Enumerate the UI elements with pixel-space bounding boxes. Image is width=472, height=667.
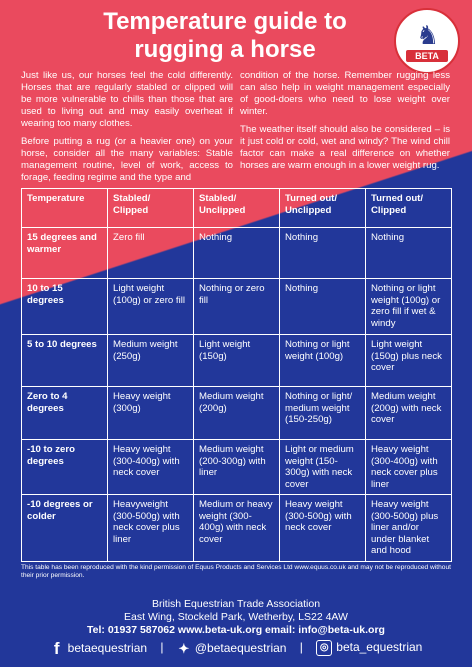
- intro-paragraph: The weather itself should also be consid…: [240, 124, 450, 171]
- temperature-cell: -10 to zero degrees: [21, 439, 108, 495]
- table-cell: Light or medium weight (150-300g) with n…: [279, 439, 366, 495]
- facebook-link[interactable]: f betaequestrian: [50, 638, 148, 658]
- table-cell: Light weight (150g): [193, 334, 280, 387]
- table-cell: Heavy weight (300-500g) plus liner and/o…: [365, 494, 452, 562]
- temperature-cell: 15 degrees and warmer: [21, 227, 108, 279]
- table-cell: Medium weight (200g): [193, 386, 280, 440]
- table-cell: Medium weight (250g): [107, 334, 194, 387]
- table-row: -10 to zero degrees Heavy weight (300-40…: [21, 439, 452, 495]
- table-header-row: Temperature Stabled/ Clipped Stabled/ Un…: [21, 188, 452, 228]
- table-row: 15 degrees and warmer Zero fill Nothing …: [21, 227, 452, 279]
- table-cell: Heavy weight (300-400g) with neck cover: [107, 439, 194, 495]
- temperature-cell: 5 to 10 degrees: [21, 334, 108, 387]
- table-row: Zero to 4 degrees Heavy weight (300g) Me…: [21, 386, 452, 440]
- table-cell: Heavyweight (300-500g) with neck cover p…: [107, 494, 194, 562]
- table-cell: Zero fill: [107, 227, 194, 279]
- table-cell: Nothing: [193, 227, 280, 279]
- table-cell: Light weight (150g) plus neck cover: [365, 334, 452, 387]
- table-cell: Nothing or light weight (100g): [279, 334, 366, 387]
- table-cell: Medium weight (200g) with neck cover: [365, 386, 452, 440]
- table-cell: Nothing or zero fill: [193, 278, 280, 335]
- intro-paragraph: Before putting a rug (or a heavier one) …: [21, 136, 233, 183]
- table-cell: Heavy weight (300-500g) with neck cover: [279, 494, 366, 562]
- instagram-handle: beta_equestrian: [336, 640, 423, 655]
- rugging-guide-table: Temperature Stabled/ Clipped Stabled/ Un…: [21, 188, 452, 562]
- social-separator: |: [160, 640, 164, 654]
- temperature-cell: 10 to 15 degrees: [21, 278, 108, 335]
- temperature-cell: -10 degrees or colder: [21, 494, 108, 562]
- organisation-name: British Equestrian Trade Association: [151, 598, 321, 610]
- table-cell: Nothing or light weight (100g) or zero f…: [365, 278, 452, 335]
- permission-footnote: This table has been reproduced with the …: [21, 564, 451, 579]
- organisation-block: British Equestrian Trade Association Eas…: [0, 598, 472, 637]
- twitter-icon: ✦: [178, 640, 190, 656]
- twitter-link[interactable]: ✦ @betaequestrian: [177, 640, 287, 656]
- organisation-address: East Wing, Stockeld Park, Wetherby, LS22…: [124, 611, 348, 623]
- facebook-icon: f: [53, 638, 60, 658]
- horse-head-icon: ♞: [416, 20, 440, 50]
- social-links: f betaequestrian | ✦ @betaequestrian | ◎ be…: [0, 638, 472, 658]
- table-cell: Light weight (100g) or zero fill: [107, 278, 194, 335]
- social-separator: |: [299, 640, 303, 654]
- table-row: 10 to 15 degrees Light weight (100g) or …: [21, 278, 452, 335]
- intro-right-column: condition of the horse. Remember rugging…: [240, 70, 450, 178]
- table-cell: Medium or heavy weight (300-400g) with n…: [193, 494, 280, 562]
- instagram-link[interactable]: ◎ beta_equestrian: [316, 639, 423, 657]
- table-row: 5 to 10 degrees Medium weight (250g) Lig…: [21, 334, 452, 387]
- intro-paragraph: Just like us, our horses feel the cold d…: [21, 70, 233, 129]
- intro-paragraph: condition of the horse. Remember rugging…: [240, 70, 450, 117]
- intro-left-column: Just like us, our horses feel the cold d…: [21, 70, 233, 190]
- facebook-handle: betaequestrian: [67, 640, 148, 655]
- header-turned-out-clipped: Turned out/ Clipped: [365, 188, 452, 228]
- table-cell: Heavy weight (300g): [107, 386, 194, 440]
- table-cell: Medium weight (200-300g) with liner: [193, 439, 280, 495]
- temperature-cell: Zero to 4 degrees: [21, 386, 108, 440]
- page-title: Temperature guide to rugging a horse: [103, 8, 347, 63]
- header-stabled-unclipped: Stabled/ Unclipped: [193, 188, 280, 228]
- beta-logo: ♞ BETA: [394, 8, 460, 74]
- instagram-icon: ◎: [316, 640, 333, 657]
- header-turned-out-unclipped: Turned out/ Unclipped: [279, 188, 366, 228]
- logo-text: BETA: [406, 50, 448, 62]
- twitter-handle: @betaequestrian: [194, 640, 287, 655]
- table-cell: Nothing or light/ medium weight (150-250…: [279, 386, 366, 440]
- table-row: -10 degrees or colder Heavyweight (300-5…: [21, 494, 452, 562]
- organisation-contact: Tel: 01937 587062 www.beta-uk.org email:…: [87, 624, 385, 636]
- table-cell: Heavy weight (300-400g) with neck cover …: [365, 439, 452, 495]
- table-cell: Nothing: [279, 278, 366, 335]
- header-stabled-clipped: Stabled/ Clipped: [107, 188, 194, 228]
- table-cell: Nothing: [365, 227, 452, 279]
- header-temperature: Temperature: [21, 188, 108, 228]
- table-cell: Nothing: [279, 227, 366, 279]
